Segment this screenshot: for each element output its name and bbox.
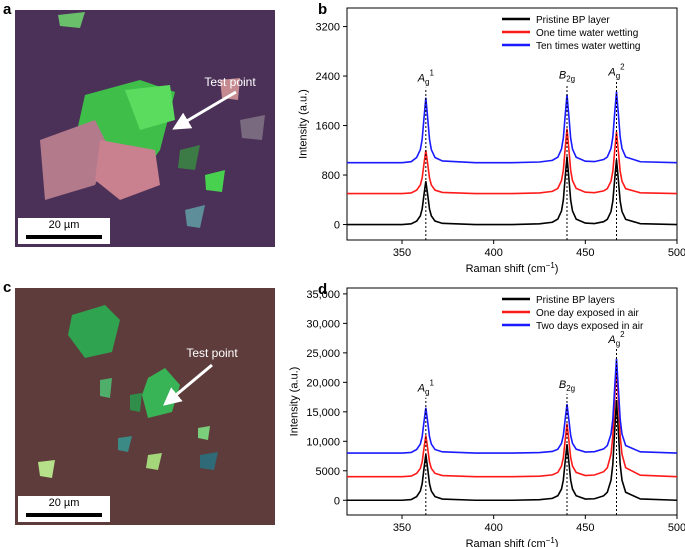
peak-label-main: B (559, 379, 566, 391)
y-tick-label: 0 (334, 495, 340, 507)
annotation: Test point (204, 75, 256, 89)
x-tick-label: 500 (668, 522, 685, 534)
legend-label: Pristine BP layer (536, 15, 610, 26)
peak-label: Ag1 (417, 69, 435, 87)
scale-bar-label: 20 µm (49, 497, 80, 509)
panel-label: d (318, 281, 327, 298)
y-tick-label: 15,000 (306, 407, 340, 419)
peak-label-sup: 1 (430, 379, 435, 388)
legend-label: One time water wetting (536, 28, 638, 39)
x-axis-label-sup: −1 (546, 261, 556, 270)
peak-label-main: B (559, 70, 566, 82)
peak-label-main: A (607, 67, 615, 79)
peak-label: Ag2 (607, 330, 625, 348)
y-tick-label: 20,000 (306, 377, 340, 389)
peak-label-sup: 2 (620, 63, 625, 72)
x-axis-label-tail: ) (555, 538, 559, 547)
peak-label-sup: 1 (430, 69, 435, 78)
peak-label-main: A (607, 334, 615, 346)
series-line (347, 364, 678, 478)
x-tick-label: 400 (484, 247, 502, 259)
y-tick-label: 25,000 (306, 348, 340, 360)
peak-label-sub: g (616, 339, 620, 348)
micrograph-c (15, 288, 275, 525)
panel-label: a (3, 1, 12, 18)
x-tick-label: 350 (393, 522, 411, 534)
x-tick-label: 400 (484, 522, 502, 534)
peak-label: Ag2 (607, 63, 625, 81)
panel-label: c (3, 279, 11, 296)
scale-bar-label: 20 µm (49, 219, 80, 231)
series-line (347, 399, 678, 502)
peak-label-sub: 2g (566, 75, 575, 84)
plot-frame (346, 287, 678, 516)
peak-label-sub: g (425, 78, 429, 87)
y-tick-label: 35,000 (306, 289, 340, 301)
series-line (347, 156, 678, 226)
series-line (347, 91, 678, 164)
y-tick-label: 1600 (316, 121, 340, 133)
peak-label-sup: 2 (620, 330, 625, 339)
x-axis-label-tail: ) (555, 263, 559, 275)
x-axis-label: Raman shift (cm−1) (466, 536, 559, 547)
x-axis-label: Raman shift (cm−1) (466, 261, 559, 275)
peak-label: Ag1 (417, 379, 435, 397)
legend-label: One day exposed in air (536, 308, 640, 319)
x-tick-label: 450 (576, 247, 594, 259)
peak-label-main: A (417, 383, 425, 395)
y-tick-label: 2400 (316, 71, 340, 83)
x-axis-label-sup: −1 (546, 536, 556, 545)
y-tick-label: 3200 (316, 22, 340, 34)
peak-label-sub: 2g (566, 384, 575, 393)
y-tick-label: 5000 (316, 466, 340, 478)
peak-label-sub: g (616, 72, 620, 81)
plot-frame (346, 7, 678, 241)
legend-label: Pristine BP layers (536, 295, 615, 306)
peak-label: B2g (559, 70, 575, 84)
panel-label: b (318, 1, 327, 18)
x-tick-label: 450 (576, 522, 594, 534)
y-axis-label: Intensity (a.u.) (298, 89, 310, 159)
peak-label-sub: g (425, 388, 429, 397)
peak-label-main: A (417, 73, 425, 85)
y-tick-label: 10,000 (306, 436, 340, 448)
legend-label: Ten times water wetting (536, 41, 641, 52)
y-tick-label: 30,000 (306, 318, 340, 330)
micrograph-a (15, 10, 275, 247)
x-tick-label: 500 (668, 247, 685, 259)
series-line (347, 128, 678, 195)
x-tick-label: 350 (393, 247, 411, 259)
series-line (347, 358, 678, 454)
legend-label: Two days exposed in air (536, 321, 644, 332)
x-axis-label-text: Raman shift (cm (466, 538, 546, 547)
x-axis-label-text: Raman shift (cm (466, 263, 546, 275)
y-axis-label: Intensity (a.u.) (288, 367, 300, 437)
annotation: Test point (186, 346, 238, 360)
peak-label: B2g (559, 379, 575, 393)
y-tick-label: 800 (322, 170, 340, 182)
y-tick-label: 0 (334, 220, 340, 232)
